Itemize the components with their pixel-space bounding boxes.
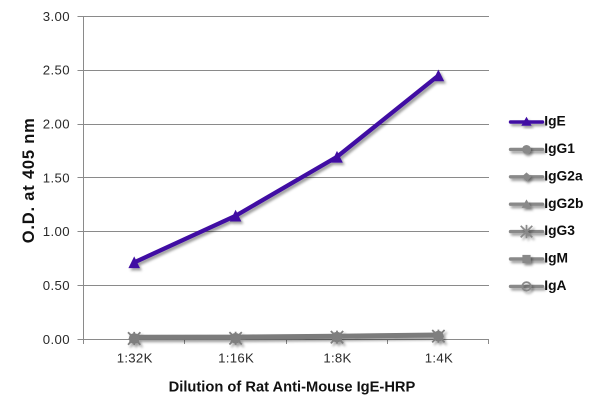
svg-text:1:16K: 1:16K — [218, 350, 254, 365]
svg-text:1:8K: 1:8K — [323, 350, 351, 365]
svg-text:O.D. at 405 nm: O.D. at 405 nm — [20, 117, 38, 243]
svg-text:IgM: IgM — [544, 251, 568, 266]
svg-text:0.00: 0.00 — [43, 332, 70, 347]
svg-text:IgG2b: IgG2b — [544, 196, 583, 211]
svg-text:IgG3: IgG3 — [544, 223, 575, 238]
svg-text:1:32K: 1:32K — [117, 350, 153, 365]
svg-text:1.00: 1.00 — [43, 224, 70, 239]
svg-text:IgG2a: IgG2a — [544, 168, 583, 183]
svg-text:0.50: 0.50 — [43, 278, 70, 293]
svg-text:Dilution of Rat Anti-Mouse IgE: Dilution of Rat Anti-Mouse IgE-HRP — [169, 380, 416, 396]
svg-text:IgE: IgE — [544, 114, 565, 129]
svg-text:IgA: IgA — [544, 278, 566, 293]
svg-text:2.50: 2.50 — [43, 63, 70, 78]
svg-text:1.50: 1.50 — [43, 170, 70, 185]
svg-text:1:4K: 1:4K — [425, 350, 453, 365]
svg-text:IgG1: IgG1 — [544, 141, 575, 156]
svg-text:2.00: 2.00 — [43, 117, 70, 132]
svg-text:3.00: 3.00 — [43, 9, 70, 24]
